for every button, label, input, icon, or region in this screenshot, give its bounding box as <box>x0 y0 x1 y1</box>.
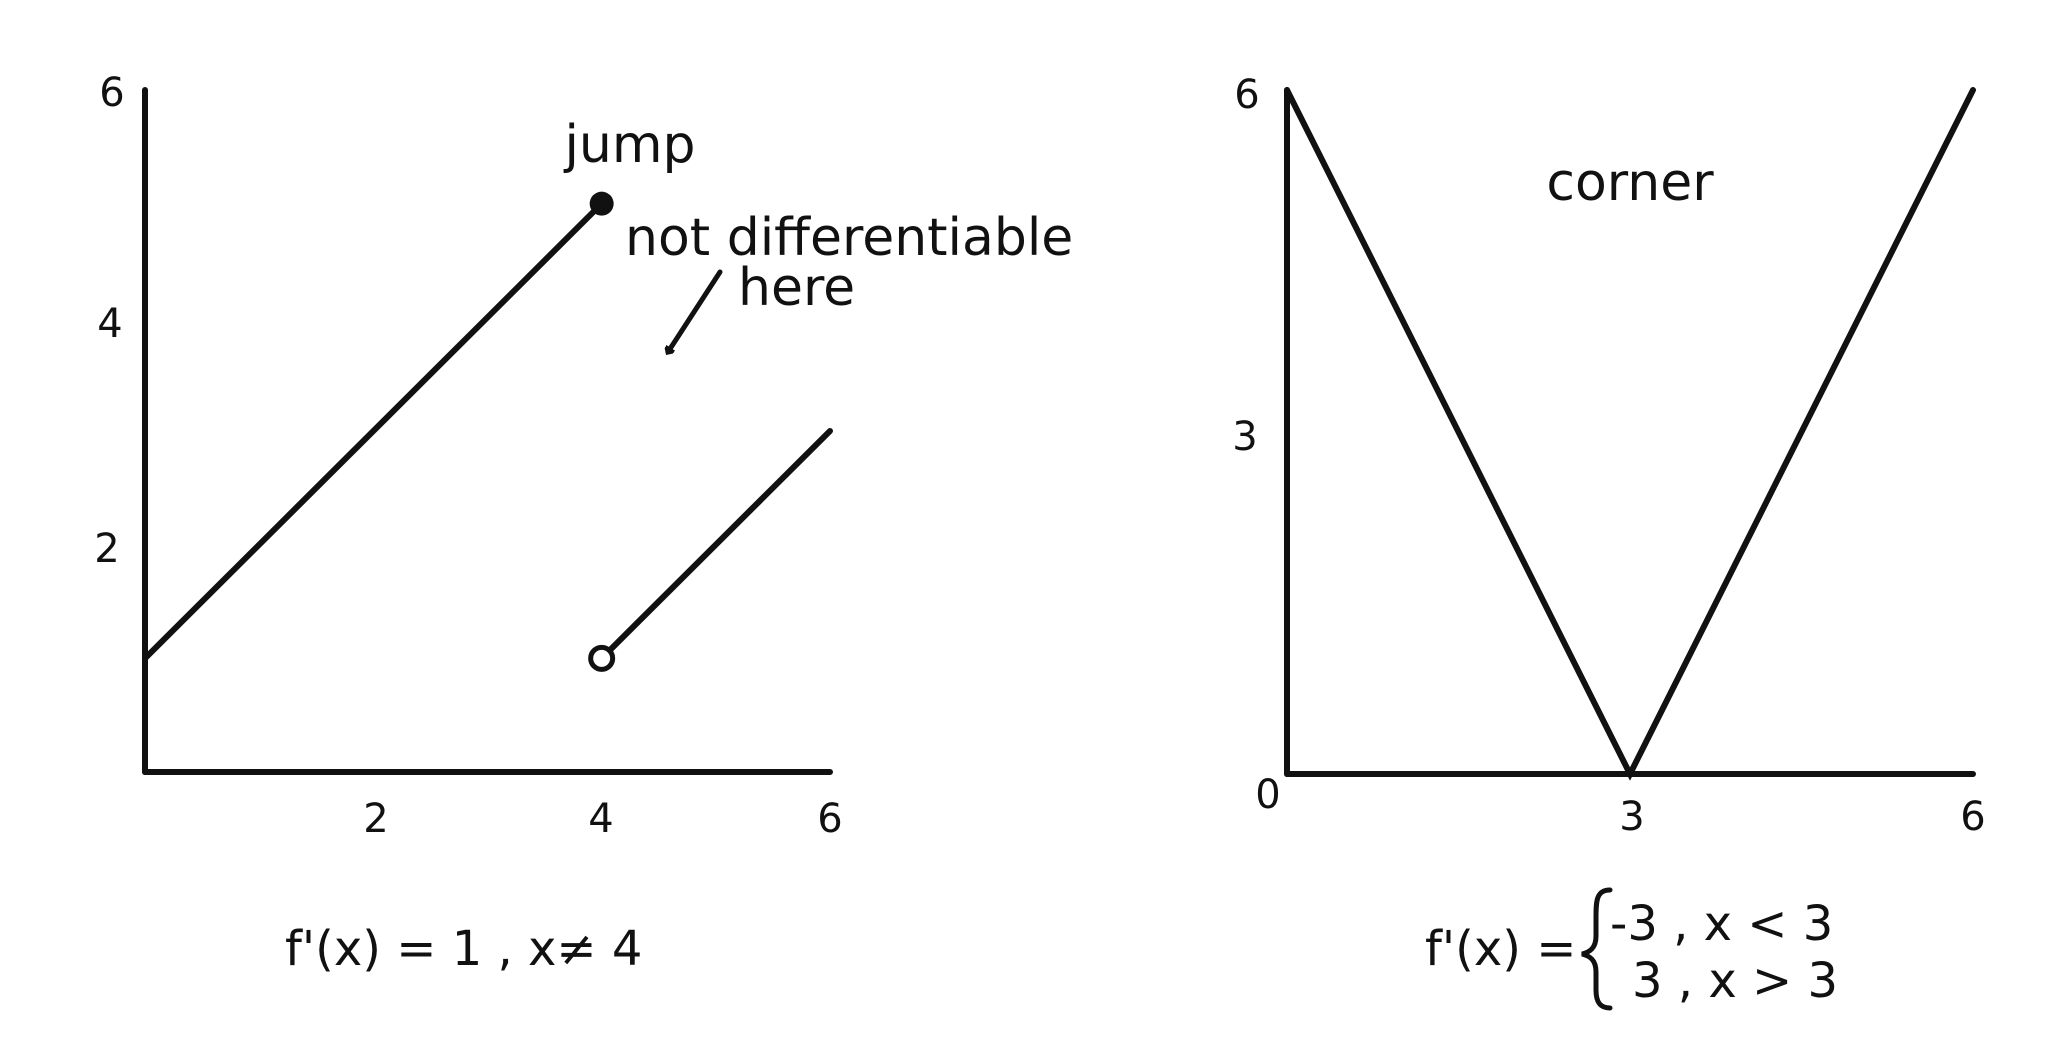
closed-point <box>589 191 614 216</box>
series-line <box>1284 87 1976 781</box>
left-chart: 2 4 6 2 4 6 jump not differentiable here… <box>94 70 1073 977</box>
right-chart: 3 6 0 3 6 corner f'(x) = -3 , x < 3 3 , … <box>1232 72 1986 1011</box>
y-tick-label: 3 <box>1232 414 1257 460</box>
case-1: -3 , x < 3 <box>1610 896 1833 952</box>
not-differentiable-label: not differentiable <box>625 208 1073 268</box>
y-tick-label: 6 <box>1234 72 1259 118</box>
series-layer <box>142 191 833 672</box>
series-layer <box>1284 87 1976 781</box>
x-tick-labels: 3 6 <box>1619 794 1985 840</box>
y-tick-label: 0 <box>1255 772 1280 818</box>
arrow <box>668 269 723 352</box>
derivative-formula: f'(x) = 1 , x≠ 4 <box>285 921 642 977</box>
x-tick-labels: 2 4 6 <box>363 796 842 842</box>
y-tick-labels: 2 4 6 <box>94 70 124 572</box>
series-line <box>142 200 605 662</box>
corner-label: corner <box>1546 153 1714 213</box>
x-tick-label: 6 <box>1960 794 1985 840</box>
x-tick-label: 6 <box>817 796 842 842</box>
series-line <box>598 428 833 662</box>
x-tick-label: 3 <box>1619 794 1644 840</box>
derivative-lhs: f'(x) = <box>1425 921 1576 977</box>
jump-label: jump <box>563 115 695 175</box>
left-brace <box>1581 887 1613 1011</box>
y-tick-label: 2 <box>94 526 119 572</box>
x-tick-label: 2 <box>363 796 388 842</box>
open-point <box>588 644 616 672</box>
x-tick-label: 4 <box>588 796 613 842</box>
y-tick-label: 4 <box>97 301 122 347</box>
y-tick-labels: 0 3 6 <box>1232 72 1280 818</box>
here-label: here <box>738 258 855 318</box>
case-2: 3 , x > 3 <box>1632 953 1838 1009</box>
y-tick-label: 6 <box>99 70 124 116</box>
